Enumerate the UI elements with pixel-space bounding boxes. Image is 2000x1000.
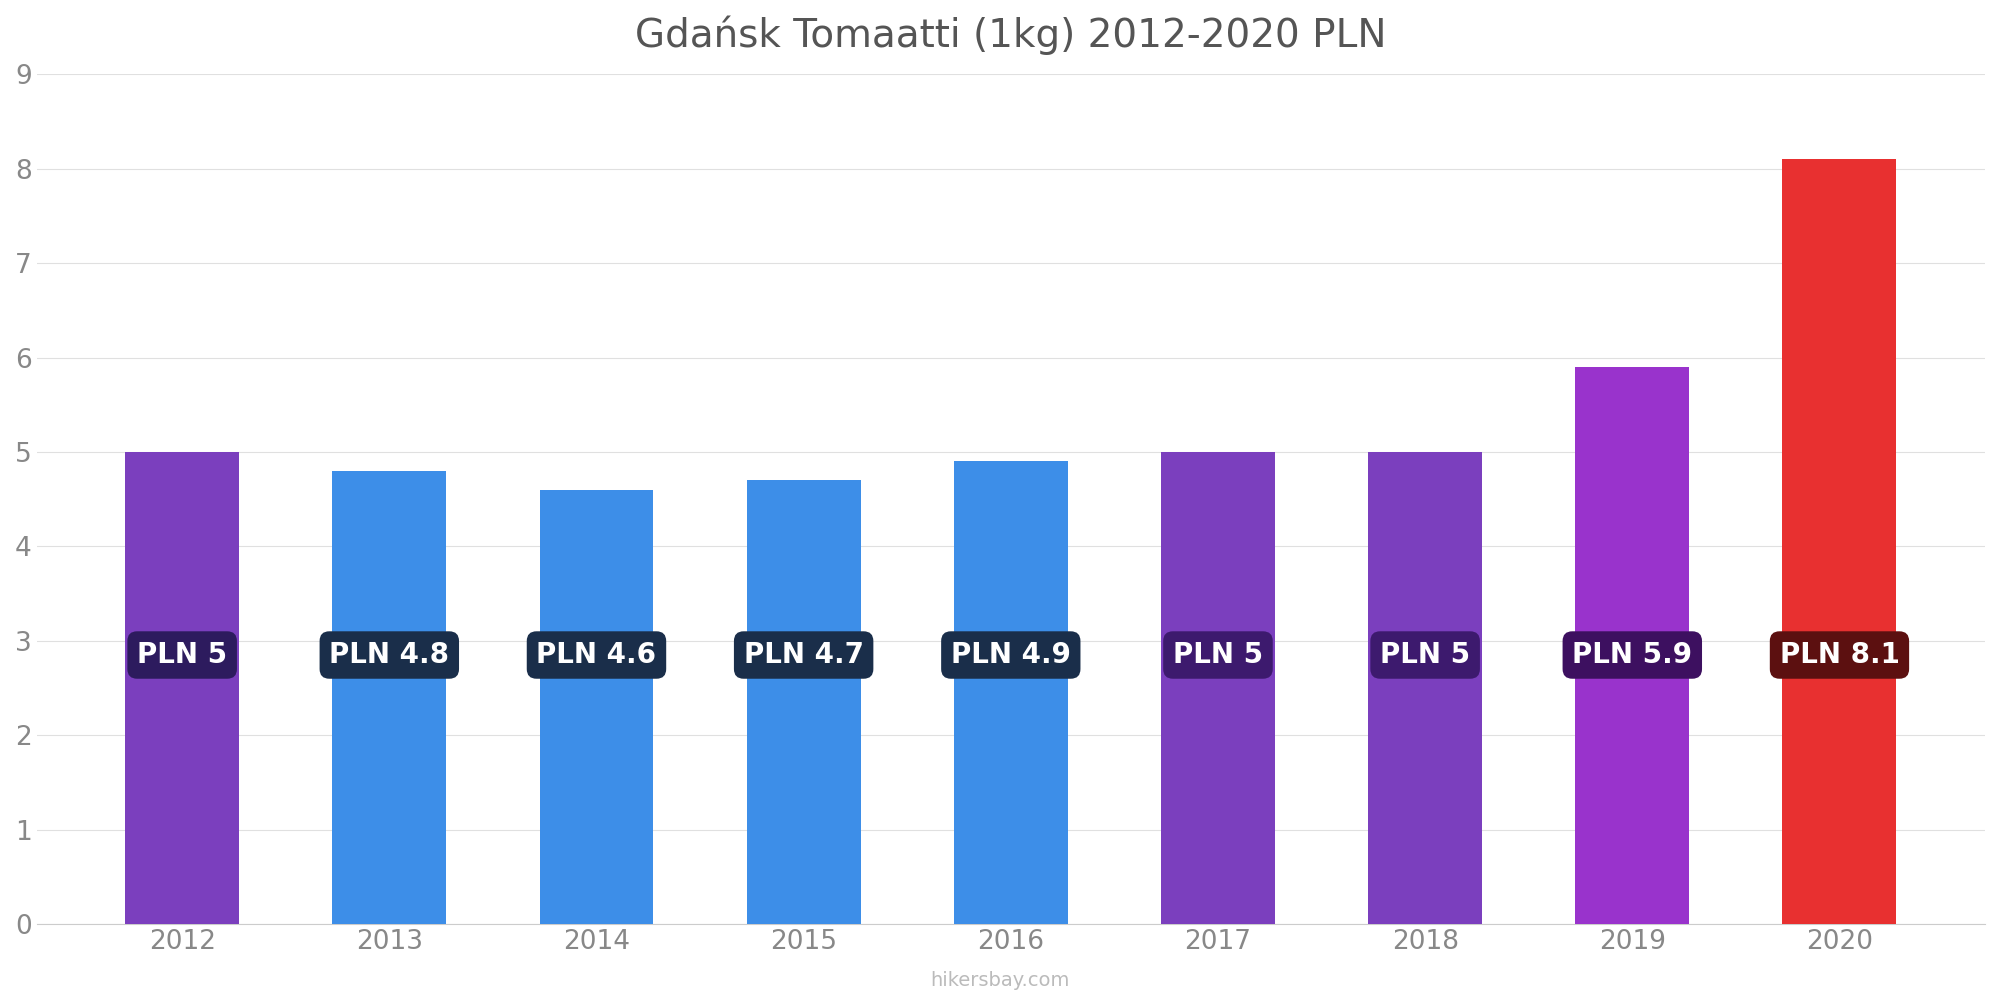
Text: PLN 5: PLN 5 — [1380, 641, 1470, 669]
Bar — [1162, 452, 1274, 924]
Text: PLN 5.9: PLN 5.9 — [1572, 641, 1692, 669]
Text: PLN 4.8: PLN 4.8 — [330, 641, 450, 669]
Text: PLN 5: PLN 5 — [138, 641, 228, 669]
Text: PLN 5: PLN 5 — [1172, 641, 1264, 669]
Text: PLN 4.6: PLN 4.6 — [536, 641, 656, 669]
Bar — [1782, 159, 1896, 924]
Bar — [126, 452, 240, 924]
Bar — [332, 471, 446, 924]
Text: PLN 4.9: PLN 4.9 — [950, 641, 1070, 669]
Bar — [954, 461, 1068, 924]
Bar — [540, 490, 654, 924]
Bar — [746, 480, 860, 924]
Text: PLN 4.7: PLN 4.7 — [744, 641, 864, 669]
Title: Gdańsk Tomaatti (1kg) 2012-2020 PLN: Gdańsk Tomaatti (1kg) 2012-2020 PLN — [636, 15, 1386, 55]
Bar — [1576, 367, 1690, 924]
Text: PLN 8.1: PLN 8.1 — [1780, 641, 1900, 669]
Bar — [1368, 452, 1482, 924]
Text: hikersbay.com: hikersbay.com — [930, 971, 1070, 990]
